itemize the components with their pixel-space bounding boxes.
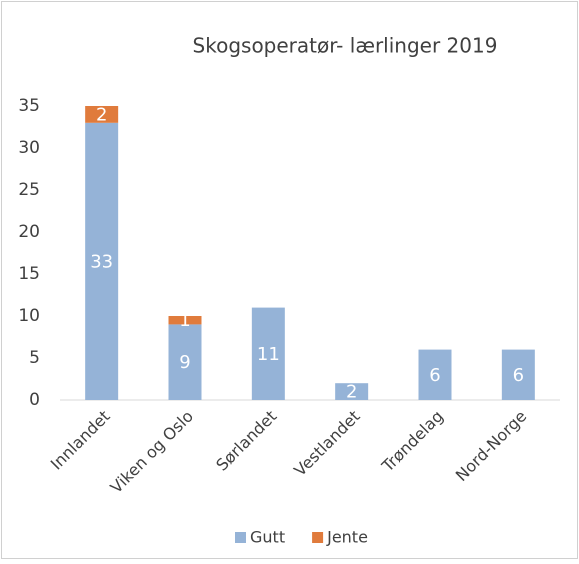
data-label: 33	[90, 251, 113, 272]
y-tick-label: 20	[18, 222, 40, 242]
data-label: 9	[179, 352, 190, 373]
y-tick-label: 10	[18, 306, 40, 326]
chart-title: Skogsoperatør- lærlinger 2019	[193, 34, 498, 58]
data-label: 6	[513, 365, 524, 386]
bar-segment	[251, 307, 285, 400]
bar-segment	[501, 349, 535, 400]
legend-swatch	[235, 532, 246, 543]
y-tick-label: 35	[18, 96, 40, 116]
data-label: 2	[346, 382, 357, 403]
y-tick-label: 25	[18, 180, 40, 200]
data-label: 11	[257, 344, 280, 365]
y-tick-label: 15	[18, 264, 40, 284]
y-tick-label: 30	[18, 138, 40, 158]
y-tick-label: 5	[29, 348, 40, 368]
y-tick-label: 0	[29, 390, 40, 410]
bar-segment	[418, 349, 452, 400]
legend-label: Gutt	[250, 528, 285, 547]
data-label: 1	[179, 310, 190, 331]
bar-segment	[168, 324, 202, 400]
legend-label: Jente	[326, 528, 368, 547]
bar-segment	[168, 316, 202, 325]
bar-segment	[335, 383, 369, 400]
data-label: 6	[429, 365, 440, 386]
bar-segment	[85, 106, 119, 123]
bar-segment	[85, 122, 119, 401]
data-label: 2	[96, 104, 107, 125]
legend-swatch	[312, 532, 324, 543]
